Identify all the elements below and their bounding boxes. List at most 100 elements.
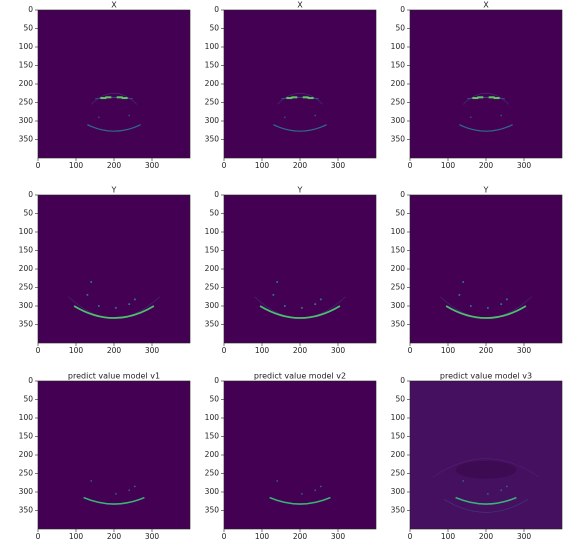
image-feature [284,116,286,119]
image-feature [459,124,513,132]
y-tick-label: 100 [391,42,406,51]
image-feature [444,499,528,513]
x-tick-label: 0 [36,161,41,170]
x-tick-label: 0 [408,532,413,540]
image-feature [432,458,540,478]
y-tick-label: 100 [19,227,34,236]
y-tick-label: 300 [205,116,220,125]
image-feature [273,124,327,132]
y-tick-label: 50 [395,24,405,33]
image-feature [121,97,128,100]
x-tick-label: 200 [107,161,122,170]
image-feature [458,293,461,296]
y-tick-label: 200 [391,79,406,88]
image-feature [301,493,303,495]
x-tick-label: 100 [255,532,270,540]
image-feature [105,96,112,99]
x-tick-label: 200 [479,161,494,170]
image-feature [90,480,92,482]
y-tick-label: 250 [391,469,406,478]
y-tick-label: 200 [391,450,406,459]
y-tick-label: 100 [205,42,220,51]
y-tick-label: 150 [205,246,220,255]
y-tick-label: 100 [391,227,406,236]
y-tick-label: 300 [19,116,34,125]
y-tick-label: 300 [19,487,34,496]
x-tick-label: 200 [293,161,308,170]
image-background [38,10,190,158]
image-feature [86,293,89,296]
y-tick-label: 0 [28,5,33,14]
image-feature [470,116,472,119]
image-feature [280,96,320,100]
image-feature [462,280,465,283]
image-background [38,381,190,529]
x-tick-label: 0 [36,532,41,540]
x-tick-label: 300 [517,346,532,355]
y-tick-label: 200 [19,79,34,88]
image-feature [486,306,489,309]
y-tick-label: 300 [391,116,406,125]
image-feature [94,96,134,100]
x-tick-label: 300 [145,532,160,540]
y-tick-label: 150 [391,432,406,441]
y-tick-label: 200 [391,264,406,273]
x-tick-label: 300 [331,532,346,540]
image-feature [291,96,298,99]
y-tick-label: 0 [400,190,405,199]
x-tick-label: 300 [331,161,346,170]
y-tick-label: 200 [205,264,220,273]
panel-title: X [297,1,303,10]
panel-title: Y [297,186,303,195]
y-tick-label: 150 [19,432,34,441]
x-tick-label: 100 [441,161,456,170]
y-tick-label: 100 [19,42,34,51]
x-tick-label: 100 [69,161,84,170]
y-tick-label: 50 [23,209,33,218]
image-feature [445,305,527,319]
image-background [410,381,562,529]
x-tick-label: 300 [517,532,532,540]
y-tick-label: 50 [209,209,219,218]
image-feature [300,306,303,309]
image-feature [466,96,506,100]
image-feature [87,124,141,132]
image-feature [314,303,317,306]
y-tick-label: 200 [19,264,34,273]
x-tick-label: 0 [222,532,227,540]
x-tick-label: 200 [107,346,122,355]
x-tick-label: 300 [517,161,532,170]
image-feature [272,293,275,296]
image-feature [302,96,309,99]
panel-title: predict value model v3 [440,372,532,381]
image-feature [314,114,317,117]
image-feature [115,493,117,495]
y-tick-label: 50 [395,395,405,404]
image-feature [488,96,495,99]
y-tick-label: 300 [19,301,34,310]
panel-title: Y [483,186,489,195]
y-tick-label: 350 [391,506,406,515]
image-feature [472,97,479,100]
panel-title: X [111,1,117,10]
panel-title: predict value model v2 [254,372,346,381]
x-tick-label: 200 [479,532,494,540]
image-feature [83,496,145,505]
y-tick-label: 300 [205,487,220,496]
image-feature [500,303,503,306]
y-tick-label: 0 [28,376,33,385]
image-feature [319,298,322,301]
image-feature [477,96,484,99]
image-feature [286,97,293,100]
image-feature [90,280,93,283]
y-tick-label: 0 [214,376,219,385]
y-tick-label: 0 [400,376,405,385]
image-background [38,195,190,343]
y-tick-label: 350 [19,506,34,515]
image-feature [276,480,279,482]
y-tick-label: 250 [19,98,34,107]
image-background [224,195,376,343]
image-feature [98,116,100,119]
image-feature [134,485,136,488]
x-tick-label: 100 [255,346,270,355]
